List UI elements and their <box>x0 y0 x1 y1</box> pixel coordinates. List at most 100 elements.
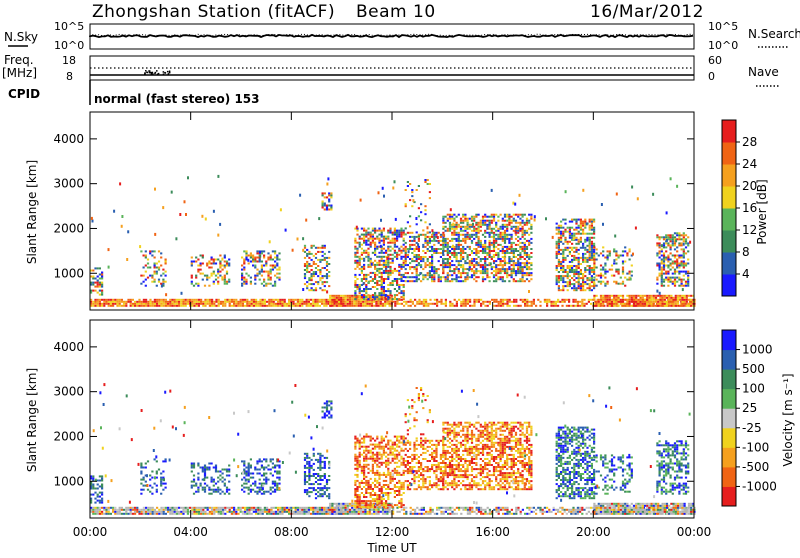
scatter-cell <box>665 236 667 238</box>
scatter-cell <box>442 258 444 260</box>
scatter-cell <box>413 266 415 268</box>
scatter-cell <box>360 305 362 307</box>
scatter-cell <box>303 513 305 515</box>
scatter-cell <box>259 509 261 511</box>
scatter-cell <box>217 234 219 237</box>
scatter-cell <box>504 264 506 266</box>
scatter-cell <box>653 303 655 305</box>
scatter-cell <box>274 257 276 259</box>
scatter-cell <box>480 258 482 260</box>
scatter-cell <box>429 513 431 515</box>
scatter-cell <box>487 507 489 509</box>
scatter-cell <box>336 513 338 515</box>
scatter-cell <box>517 254 519 256</box>
scatter-cell <box>149 303 151 305</box>
scatter-cell <box>449 270 451 272</box>
scatter-cell <box>143 303 145 305</box>
scatter-cell <box>165 509 167 511</box>
scatter-cell <box>593 227 595 229</box>
scatter-cell <box>642 299 644 301</box>
scatter-cell <box>517 228 519 230</box>
scatter-cell <box>387 236 389 238</box>
scatter-cell <box>651 297 653 299</box>
scatter-cell <box>381 232 383 234</box>
scatter-cell <box>204 305 206 307</box>
scatter-cell <box>191 263 193 265</box>
scatter-cell <box>556 245 558 247</box>
scatter-cell <box>580 247 582 249</box>
scatter-cell <box>358 513 360 515</box>
scatter-cell <box>495 252 497 254</box>
scatter-cell <box>482 246 484 248</box>
scatter-cell <box>154 257 156 259</box>
scatter-cell <box>99 284 101 286</box>
scatter-cell <box>460 276 462 278</box>
scatter-cell <box>394 230 396 232</box>
scatter-cell <box>482 218 484 220</box>
scatter-cell <box>602 303 604 305</box>
scatter-cell <box>427 264 429 266</box>
scatter-cell <box>589 269 591 271</box>
scatter-cell <box>381 294 383 296</box>
scatter-cell <box>556 265 558 267</box>
scatter-cell <box>427 240 429 242</box>
scatter-cell <box>502 224 504 226</box>
scatter-cell <box>123 301 125 303</box>
scatter-cell <box>602 299 604 301</box>
scatter-cell <box>668 303 670 305</box>
scatter-cell <box>429 191 431 193</box>
scatter-cell <box>447 242 449 244</box>
scatter-cell <box>403 301 405 303</box>
scatter-cell <box>374 282 376 284</box>
scatter-cell <box>243 269 245 271</box>
scatter-cell <box>506 252 508 254</box>
scatter-cell <box>495 254 497 256</box>
scatter-cell <box>651 303 653 305</box>
scatter-cell <box>349 303 351 305</box>
scatter-cell <box>392 187 394 190</box>
scatter-cell <box>602 267 604 269</box>
scatter-cell <box>331 503 333 505</box>
scatter-cell <box>215 275 217 277</box>
scatter-cell <box>544 511 546 513</box>
scatter-cell <box>622 255 624 257</box>
scatter-cell <box>396 282 398 284</box>
scatter-cell <box>484 268 486 270</box>
scatter-cell <box>149 509 151 511</box>
scatter-cell <box>132 303 134 305</box>
scatter-cell <box>97 282 99 284</box>
scatter-cell <box>259 279 261 281</box>
scatter-cell <box>306 509 308 511</box>
scatter-cell <box>586 257 588 259</box>
scatter-cell <box>528 258 530 260</box>
scatter-cell <box>429 511 431 513</box>
scatter-cell <box>465 509 467 511</box>
scatter-cell <box>596 305 598 307</box>
scatter-cell <box>589 253 591 255</box>
scatter-cell <box>435 250 437 252</box>
scatter-cell <box>517 250 519 252</box>
scatter-cell <box>99 299 101 301</box>
scatter-cell <box>145 265 147 267</box>
scatter-cell <box>328 275 330 277</box>
scatter-cell <box>356 256 358 258</box>
scatter-cell <box>517 226 519 228</box>
scatter-cell <box>672 240 674 242</box>
scatter-cell <box>255 507 257 509</box>
scatter-cell <box>443 507 445 509</box>
scatter-cell <box>493 270 495 272</box>
scatter-cell <box>445 511 447 513</box>
scatter-cell <box>560 235 562 237</box>
scatter-cell <box>526 248 528 250</box>
scatter-cell <box>558 227 560 229</box>
scatter-cell <box>573 285 575 287</box>
nave-dot <box>168 74 170 76</box>
scatter-cell <box>306 267 308 269</box>
scatter-cell <box>578 273 580 275</box>
scatter-cell <box>465 305 467 307</box>
scatter-cell <box>653 297 655 299</box>
scatter-cell <box>127 299 129 301</box>
scatter-cell <box>421 509 423 511</box>
scatter-cell <box>582 285 584 287</box>
scatter-cell <box>321 301 323 303</box>
